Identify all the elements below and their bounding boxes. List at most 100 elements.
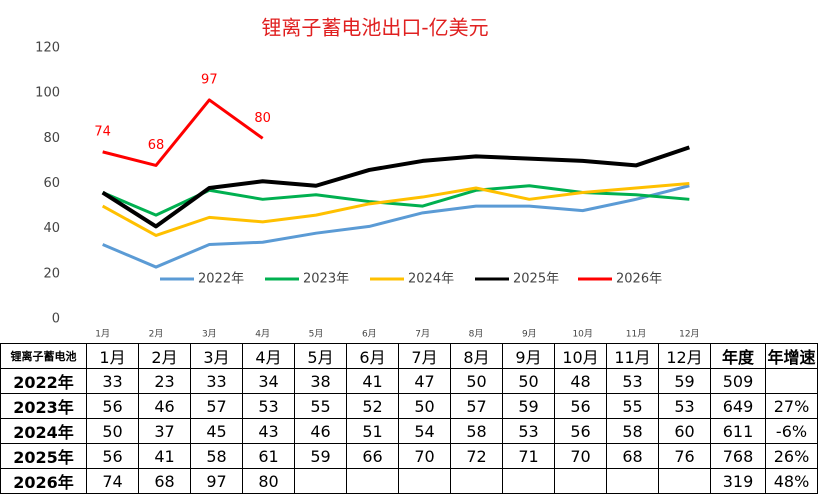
table-cell: 649 [710, 393, 766, 419]
table-cell: 12月 [658, 343, 711, 369]
table-cell: 51 [346, 418, 399, 444]
table-cell: 52 [346, 393, 399, 419]
table-cell: 46 [294, 418, 347, 444]
table-cell [502, 468, 555, 494]
table-cell: 768 [710, 443, 766, 469]
table-cell: 50 [398, 393, 451, 419]
table-cell: 45 [190, 418, 243, 444]
chart: 锂离子蓄电池出口-亿美元 0 20 40 60 80 100 120 1月 2月 3月 4月 5月 6月… [35, 16, 699, 340]
table-cell: 41 [138, 443, 191, 469]
table-cell: 61 [242, 443, 295, 469]
x-tick-label: 8月 [469, 329, 484, 340]
table-cell: 年度 [710, 343, 766, 369]
table-cell: 1月 [86, 343, 139, 369]
table-cell [606, 468, 659, 494]
data-table: 锂离子蓄电池 1月 2月 3月 4月 5月 6月 7月 8月 9月 10月 11月 12月 年度 年增速 20… [0, 343, 818, 494]
x-tick-label: 3月 [202, 329, 217, 340]
table-row: 2025年 56 41 58 61 59 66 70 72 71 70 68 76 768 26% [0, 443, 818, 469]
table-cell: 56 [86, 393, 139, 419]
legend-label: 2026年 [616, 272, 662, 287]
table-cell: 57 [450, 393, 503, 419]
table-cell: 2月 [138, 343, 191, 369]
series-line [101, 145, 690, 229]
table-cell: 2024年 [0, 418, 87, 444]
x-tick-label: 2月 [149, 329, 164, 340]
data-label: 80 [254, 111, 271, 126]
table-cell [765, 368, 818, 394]
y-tick-label: 120 [35, 41, 60, 56]
table-cell: 3月 [190, 343, 243, 369]
table-cell: 80 [242, 468, 295, 494]
table-cell: 锂离子蓄电池 [0, 343, 87, 369]
table-cell: 60 [658, 418, 711, 444]
table-cell: 58 [450, 418, 503, 444]
table-cell: 46 [138, 393, 191, 419]
table-cell: 56 [554, 393, 607, 419]
table-cell: 97 [190, 468, 243, 494]
table-row: 2024年 50 37 45 43 46 51 54 58 53 56 58 60 611 -6% [0, 418, 818, 444]
table-cell: 5月 [294, 343, 347, 369]
table-row: 2026年 74 68 97 80 319 48% [0, 468, 818, 494]
table-cell: 9月 [502, 343, 555, 369]
legend-label: 2025年 [513, 272, 559, 287]
table-cell: 43 [242, 418, 295, 444]
table-cell: 68 [606, 443, 659, 469]
table-cell: 50 [502, 368, 555, 394]
table-cell: 50 [450, 368, 503, 394]
table-cell: 55 [294, 393, 347, 419]
table-cell: 4月 [242, 343, 295, 369]
table-row: 2023年 56 46 57 53 55 52 50 57 59 56 55 53 649 27% [0, 393, 818, 419]
table-cell: 74 [86, 468, 139, 494]
table-cell: 58 [190, 443, 243, 469]
y-tick-label: 80 [43, 131, 60, 146]
data-label: 97 [201, 72, 218, 87]
table-cell: 57 [190, 393, 243, 419]
table-cell: 7月 [398, 343, 451, 369]
table-cell [346, 468, 399, 494]
table-cell: 23 [138, 368, 191, 394]
table-cell: 71 [502, 443, 555, 469]
y-tick-label: 0 [52, 312, 60, 327]
table-cell: 59 [658, 368, 711, 394]
table-cell: 54 [398, 418, 451, 444]
table-cell: 53 [242, 393, 295, 419]
table-cell: 319 [710, 468, 766, 494]
table-cell: 50 [86, 418, 139, 444]
table-cell: 38 [294, 368, 347, 394]
table-cell: 年增速 [765, 343, 818, 369]
x-tick-label: 6月 [362, 329, 377, 340]
y-tick-label: 20 [43, 266, 60, 281]
x-tick-label: 4月 [255, 329, 270, 340]
table-cell: 48% [765, 468, 818, 494]
x-tick-label: 10月 [572, 329, 592, 340]
table-cell: 56 [86, 443, 139, 469]
table-cell: 33 [86, 368, 139, 394]
table-cell [658, 468, 711, 494]
table-cell: 70 [398, 443, 451, 469]
data-label: 74 [94, 124, 111, 139]
table-cell: 53 [502, 418, 555, 444]
table-cell: 72 [450, 443, 503, 469]
table-cell: 76 [658, 443, 711, 469]
legend-label: 2024年 [408, 272, 454, 287]
table-cell: 2022年 [0, 368, 87, 394]
table-cell: 58 [606, 418, 659, 444]
table-cell: 59 [502, 393, 555, 419]
table-cell: 70 [554, 443, 607, 469]
x-tick-label: 1月 [95, 329, 110, 340]
x-tick-label: 7月 [415, 329, 430, 340]
table-cell: 66 [346, 443, 399, 469]
table-cell: 8月 [450, 343, 503, 369]
table-cell: 37 [138, 418, 191, 444]
table-cell: 6月 [346, 343, 399, 369]
y-tick-label: 40 [43, 221, 60, 236]
table-cell: 2025年 [0, 443, 87, 469]
table-cell: 56 [554, 418, 607, 444]
table-cell: 53 [606, 368, 659, 394]
table-cell [450, 468, 503, 494]
legend-label: 2022年 [198, 272, 244, 287]
x-tick-label: 12月 [679, 329, 699, 340]
table-cell: 611 [710, 418, 766, 444]
table-cell: 55 [606, 393, 659, 419]
table-row: 2022年 33 23 33 34 38 41 47 50 50 48 53 59 509 [0, 368, 818, 394]
